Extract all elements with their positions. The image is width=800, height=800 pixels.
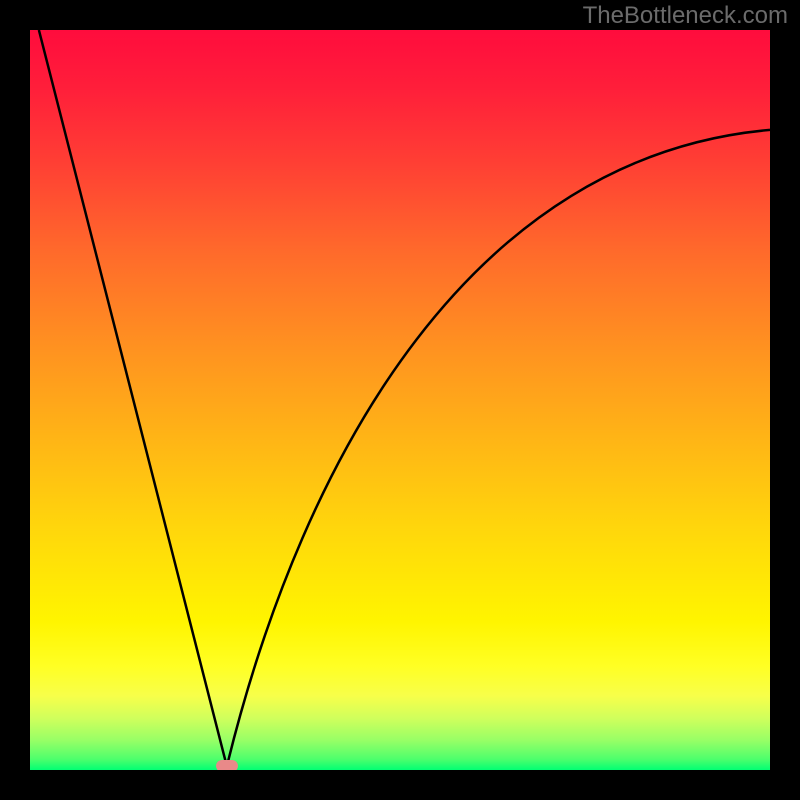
watermark-text: TheBottleneck.com — [583, 2, 788, 30]
chart-root: TheBottleneck.com — [0, 0, 800, 800]
plot-area — [30, 30, 770, 770]
minimum-marker — [216, 760, 238, 770]
curve-layer — [30, 30, 770, 770]
bottleneck-curve — [39, 30, 770, 766]
